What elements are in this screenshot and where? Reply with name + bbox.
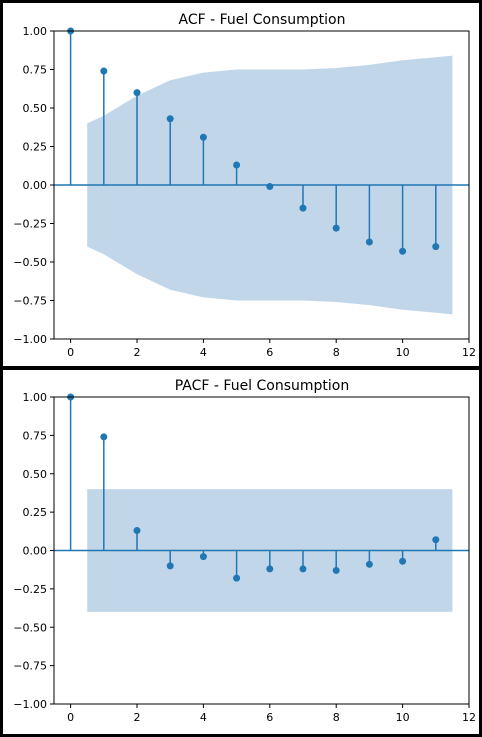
acf-point-lag-8 <box>332 224 340 232</box>
pacf-point-lag-2 <box>133 527 141 535</box>
acf-xtick-label: 12 <box>462 346 476 359</box>
acf-ytick-label: −0.25 <box>13 218 47 231</box>
pacf-plot-area: 1.00 0.75 0.50 0.25 0.00 −0.25 −0.50 −0.75 −1.00… <box>13 391 476 724</box>
acf-point-lag-2 <box>133 89 141 97</box>
pacf-ytick-label: 0.00 <box>23 545 48 558</box>
pacf-point-lag-6 <box>266 565 274 573</box>
pacf-xtick-label: 10 <box>396 711 410 724</box>
acf-point-lag-9 <box>365 238 373 246</box>
pacf-point-lag-10 <box>399 557 407 565</box>
pacf-xtick-label: 2 <box>134 711 141 724</box>
acf-ytick-label: 0.00 <box>23 179 48 192</box>
acf-point-lag-10 <box>399 247 407 255</box>
acf-point-lag-3 <box>166 115 174 123</box>
pacf-chart-panel: PACF - Fuel Consumption 1.00 0.75 0.50 0.25… <box>3 370 479 734</box>
pacf-ytick-label: 0.50 <box>23 468 48 481</box>
acf-point-lag-4 <box>199 133 207 141</box>
acf-point-lag-6 <box>266 183 274 191</box>
acf-ytick-label: −0.75 <box>13 295 47 308</box>
acf-xtick-label: 0 <box>67 346 74 359</box>
pacf-point-lag-5 <box>233 574 241 582</box>
pacf-chart: PACF - Fuel Consumption 1.00 0.75 0.50 0.25… <box>13 378 476 724</box>
pacf-xtick-label: 6 <box>266 711 273 724</box>
pacf-xtick-label: 0 <box>67 711 74 724</box>
acf-xtick-label: 6 <box>266 346 273 359</box>
pacf-point-lag-11 <box>432 536 440 544</box>
pacf-point-lag-8 <box>332 566 340 574</box>
acf-xtick-label: 8 <box>333 346 340 359</box>
acf-point-lag-7 <box>299 204 307 212</box>
pacf-point-lag-9 <box>365 560 373 568</box>
acf-point-lag-1 <box>100 67 108 75</box>
pacf-ytick-label: 1.00 <box>23 391 48 404</box>
pacf-ytick-label: 0.75 <box>23 429 48 442</box>
pacf-ytick-label: −0.75 <box>13 660 47 673</box>
acf-point-lag-11 <box>432 243 440 251</box>
pacf-chart-title: PACF - Fuel Consumption <box>175 378 350 394</box>
acf-xtick-label: 2 <box>134 346 141 359</box>
acf-ytick-label: −1.00 <box>13 333 47 346</box>
acf-ytick-label: 1.00 <box>23 25 48 38</box>
pacf-ytick-label: −1.00 <box>13 698 47 711</box>
pacf-point-lag-1 <box>100 433 108 441</box>
acf-ytick-label: −0.50 <box>13 256 47 269</box>
pacf-xtick-label: 4 <box>200 711 207 724</box>
acf-plot-area: 1.00 0.75 0.50 0.25 0.00 −0.25 −0.50 −0.75 −1.00… <box>13 25 476 359</box>
pacf-point-lag-3 <box>166 562 174 570</box>
pacf-ytick-label: 0.25 <box>23 506 48 519</box>
pacf-ytick-label: −0.25 <box>13 583 47 596</box>
pacf-point-lag-7 <box>299 565 307 573</box>
acf-chart-title: ACF - Fuel Consumption <box>179 12 346 28</box>
pacf-ytick-label: −0.50 <box>13 621 47 634</box>
acf-point-lag-5 <box>233 161 241 169</box>
acf-chart: ACF - Fuel Consumption 1.00 0.75 0.50 0.25 0… <box>13 12 476 359</box>
acf-xtick-label: 10 <box>396 346 410 359</box>
acf-ytick-label: 0.75 <box>23 64 48 77</box>
acf-chart-panel: ACF - Fuel Consumption 1.00 0.75 0.50 0.25 0… <box>3 3 479 366</box>
acf-ytick-label: 0.25 <box>23 141 48 154</box>
pacf-xtick-label: 8 <box>333 711 340 724</box>
acf-ytick-label: 0.50 <box>23 102 48 115</box>
pacf-xtick-label: 12 <box>462 711 476 724</box>
pacf-point-lag-4 <box>199 553 207 561</box>
acf-xtick-label: 4 <box>200 346 207 359</box>
